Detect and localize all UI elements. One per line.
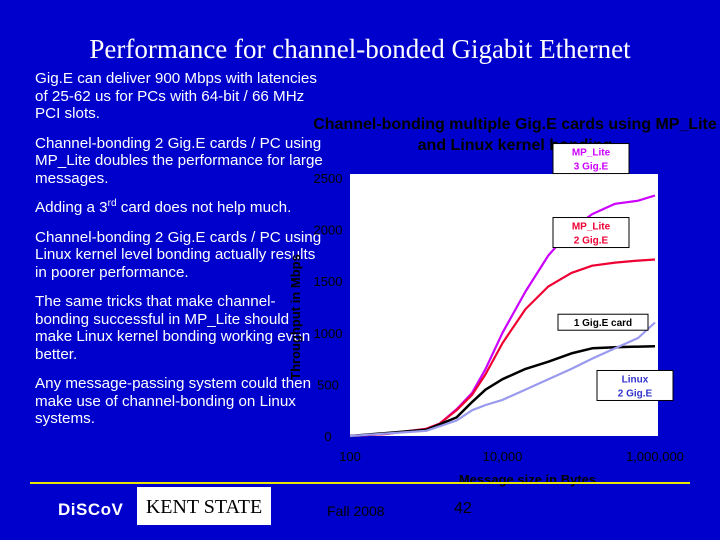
series-label: MP_Lite (572, 222, 611, 233)
series-line-2 (349, 344, 656, 438)
kent-state-logo: KENT STATE (137, 487, 271, 525)
bullet-1: Gig.E can deliver 900 Mbps with latencie… (35, 70, 317, 122)
y-tick-label: 1500 (314, 274, 343, 289)
series-label-box (552, 217, 630, 249)
series-label: 3 Gig.E (574, 162, 609, 173)
y-tick-label: 2000 (314, 223, 343, 238)
bullet-3: Adding a 3rd card does not help much. (35, 197, 325, 217)
discov-logo: DiSCoV (58, 500, 124, 519)
footer-divider (30, 482, 690, 484)
x-tick-label: 1,000,000 (626, 449, 684, 464)
y-axis-label: Throughput in Mbps (288, 254, 303, 380)
bullet-3-text-b: card does not help much. (116, 199, 292, 216)
page-number: 42 (454, 500, 472, 517)
bullet-5: The same tricks that make channel-bondin… (35, 293, 311, 363)
x-tick-label: 10,000 (483, 449, 523, 464)
x-tick-label: 100 (339, 449, 361, 464)
y-tick-label: 2500 (314, 171, 343, 186)
series-label: 2 Gig.E (618, 388, 653, 399)
series-line-3 (349, 321, 656, 438)
series-label: Linux (622, 374, 649, 385)
bullet-4: Channel-bonding 2 Gig.E cards / PC using… (35, 228, 322, 281)
bullet-3-superscript: rd (107, 197, 117, 209)
footer-date: Fall 2008 (327, 503, 385, 519)
series-label-box (552, 143, 630, 175)
series-label: 1 Gig.E card (574, 318, 632, 329)
slide-title: Performance for channel-bonded Gigabit E… (89, 34, 631, 64)
series-label-box (557, 313, 649, 331)
bullet-3-text-a: Adding a 3 (35, 199, 108, 216)
y-tick-label: 1000 (314, 326, 343, 341)
y-tick-label: 0 (324, 429, 331, 444)
y-tick-label: 500 (317, 377, 339, 392)
series-label-box (596, 369, 674, 401)
bullet-list: Gig.E can deliver 900 Mbps with latencie… (35, 70, 325, 440)
series-label: MP_Lite (572, 148, 611, 159)
bullet-6: Any message-passing system could then ma… (35, 375, 312, 427)
x-axis-label: Message size in Bytes (459, 472, 596, 487)
series-label: 2 Gig.E (574, 236, 609, 247)
bullet-2: Channel-bonding 2 Gig.E cards / PC using… (35, 134, 323, 187)
